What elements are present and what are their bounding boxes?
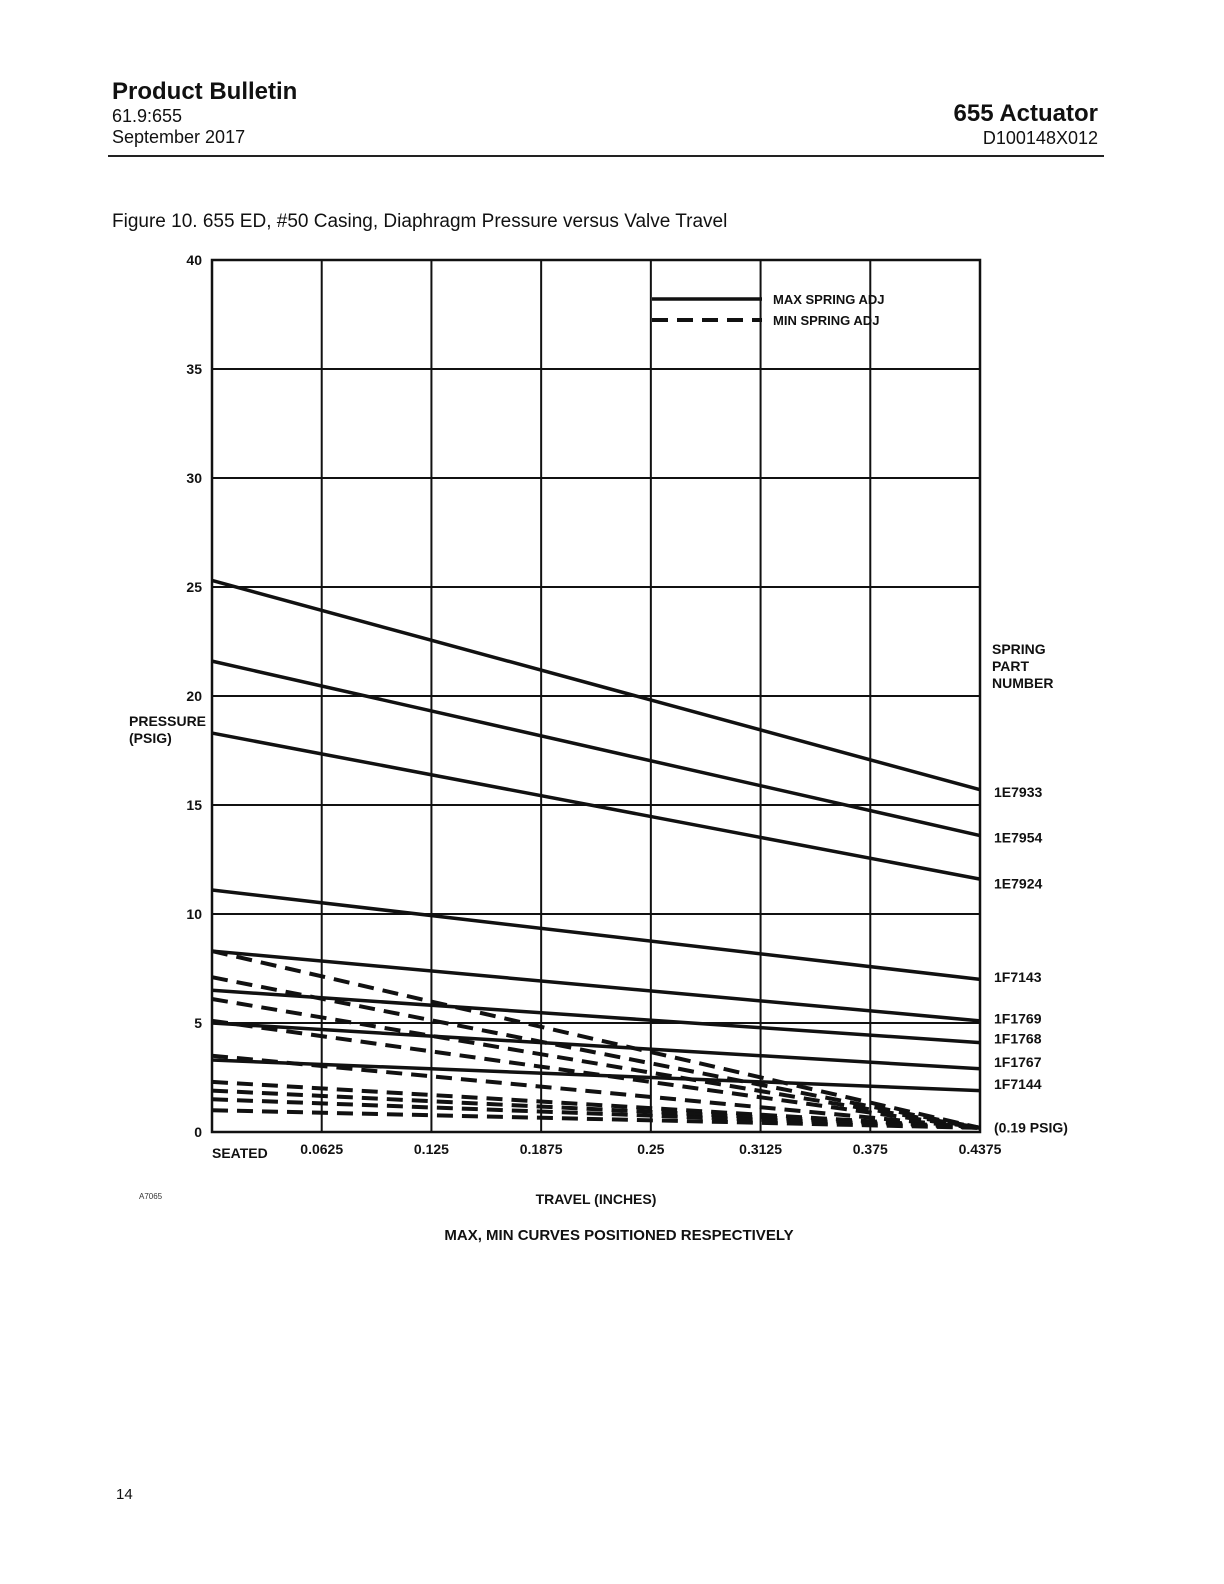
spring-part-label: 1E7954 [994, 830, 1042, 846]
max-curve-1f1769 [211, 949, 981, 1023]
y-tick-label: 15 [186, 797, 202, 813]
max-curve-1f1768 [211, 988, 981, 1045]
document-date: September 2017 [112, 127, 246, 147]
document-type: Product Bulletin [112, 78, 298, 105]
x-tick-label: 0.25 [637, 1141, 664, 1157]
min-curve-1f7143 [211, 1018, 981, 1130]
x-tick-label: SEATED [212, 1145, 268, 1161]
spring-header: SPRING PART NUMBER [992, 641, 1053, 691]
pressure-travel-chart: 0 5 10 15 20 25 30 35 40 SEATED 0.0625 0.125 0.1875 0… [129, 252, 1068, 1244]
chart-note: MAX, MIN CURVES POSITIONED RESPECTIVELY [444, 1227, 793, 1244]
max-curve-1e7954 [211, 659, 981, 838]
spring-part-label: 1F1769 [994, 1011, 1042, 1027]
x-tick-label: 0.3125 [739, 1141, 782, 1157]
header-right: 655 Actuator D100148X012 [954, 100, 1099, 149]
min-curve-1e7933 [211, 1053, 981, 1130]
y-tick-label: 10 [186, 906, 202, 922]
max-curve-1e7924 [211, 731, 981, 881]
x-tick-label: 0.0625 [300, 1141, 343, 1157]
spring-part-label: (0.19 PSIG) [994, 1120, 1068, 1136]
max-curve-1e7933 [211, 578, 981, 792]
spring-part-label: 1F7144 [994, 1076, 1042, 1092]
min-curve-1f1768 [211, 975, 981, 1130]
y-axis-label: PRESSURE (PSIG) [129, 713, 206, 746]
y-tick-label: 25 [186, 579, 202, 595]
spring-part-label: 1F1768 [994, 1031, 1042, 1047]
max-curve-1f1767 [211, 1021, 981, 1071]
x-tick-label: 0.375 [853, 1141, 888, 1157]
x-tick-label: 0.4375 [959, 1141, 1002, 1157]
figure-caption: Figure 10. 655 ED, #50 Casing, Diaphragm… [112, 211, 728, 232]
product-name: 655 Actuator [953, 100, 1099, 127]
chart-axes: 0 5 10 15 20 25 30 35 40 SEATED 0.0625 0.125 0.1875 0… [129, 252, 1002, 1244]
y-tick-label: 40 [186, 252, 202, 268]
chart-series [211, 578, 981, 1130]
y-tick-label: 35 [186, 361, 202, 377]
y-tick-label: 0 [194, 1124, 202, 1140]
part-code: D100148X012 [982, 128, 1098, 148]
min-curve-1e7954 [211, 1079, 981, 1130]
figure-art-id: A7065 [139, 1192, 163, 1201]
spring-part-label: 1E7933 [994, 784, 1042, 800]
x-tick-label: 0.125 [414, 1141, 449, 1157]
min-curve-unlabeled [211, 1108, 981, 1130]
spring-part-label: 1F1767 [994, 1054, 1042, 1070]
max-curve-1f7143 [211, 888, 981, 982]
legend-label: MAX SPRING ADJ [773, 292, 884, 307]
header-left: Product Bulletin 61.9:655 September 2017 [112, 78, 297, 148]
page-number: 14 [116, 1486, 133, 1503]
spring-part-label: 1E7924 [994, 875, 1042, 891]
chart-grid [210, 258, 982, 1134]
x-axis-label: TRAVEL (INCHES) [536, 1191, 657, 1207]
chart-legend: MAX SPRING ADJ MIN SPRING ADJ [652, 292, 884, 328]
y-tick-label: 30 [186, 470, 202, 486]
header-divider [108, 155, 1104, 157]
min-curve-1f1767 [211, 997, 981, 1130]
y-tick-label: 20 [186, 688, 202, 704]
spring-part-label: 1F7143 [994, 969, 1042, 985]
legend-label: MIN SPRING ADJ [773, 313, 879, 328]
y-tick-label: 5 [194, 1015, 202, 1031]
chart-labels: SPRING PART NUMBER 1E7933 1E7954 1E7924 1F7143… [992, 641, 1068, 1136]
x-tick-label: 0.1875 [520, 1141, 563, 1157]
min-curve-1f1769 [211, 949, 981, 1130]
document-number: 61.9:655 [112, 106, 183, 126]
